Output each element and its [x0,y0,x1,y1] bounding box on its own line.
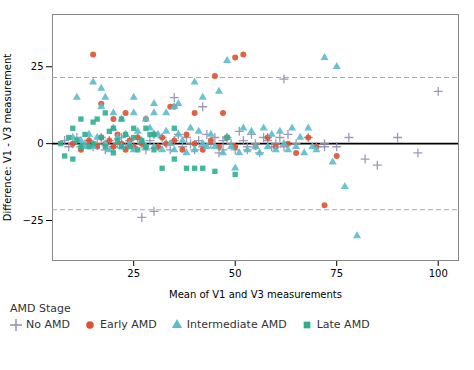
svg-text:25: 25 [127,268,140,279]
svg-text:Mean of V1 and V3 measurements: Mean of V1 and V3 measurements [169,289,342,300]
svg-text:−25: −25 [22,215,43,226]
svg-text:100: 100 [429,268,448,279]
html-text:Late AMD: Late AMD [316,318,370,331]
svg-text:25: 25 [31,61,44,72]
html-text:Intermediate AMD: Intermediate AMD [186,318,287,331]
svg-text:Difference: V1 - V3 measuremen: Difference: V1 - V3 measurement [2,54,13,221]
html-text:No AMD: No AMD [26,318,70,331]
html-text:Early AMD: Early AMD [100,318,157,331]
svg-text:50: 50 [229,268,242,279]
html-text:AMD Stage: AMD Stage [10,302,71,315]
svg-text:0: 0 [37,138,43,149]
svg-text:75: 75 [330,268,343,279]
